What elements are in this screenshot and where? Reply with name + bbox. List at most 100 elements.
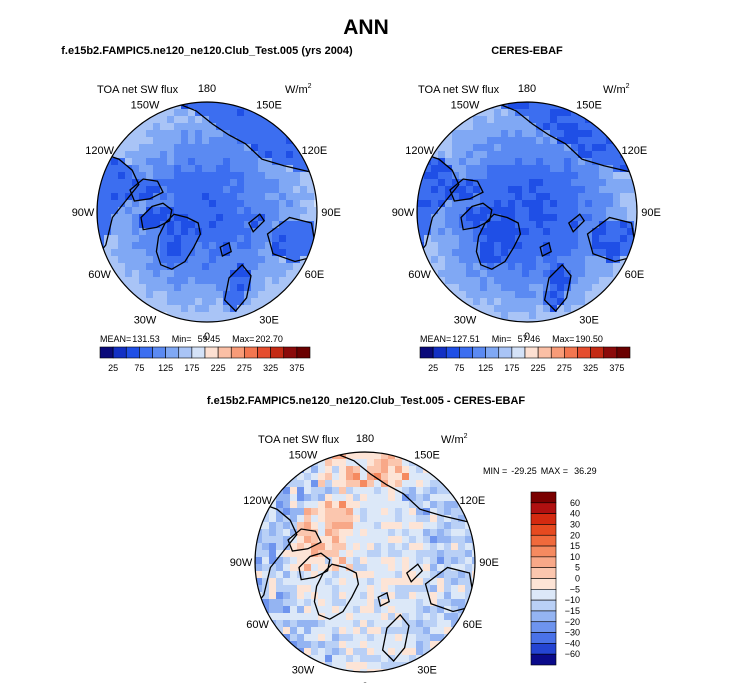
field-cell xyxy=(374,662,382,670)
field-cell xyxy=(174,193,182,201)
field-cell xyxy=(283,564,291,572)
field-cell xyxy=(543,165,551,173)
field-cell xyxy=(536,193,544,201)
field-cell xyxy=(346,620,354,628)
field-cell xyxy=(444,578,452,586)
field-cell xyxy=(269,599,277,607)
field-cell xyxy=(487,235,495,243)
field-cell xyxy=(293,256,301,264)
flux-field xyxy=(417,102,637,322)
field-cell xyxy=(508,249,516,257)
field-cell xyxy=(188,207,196,215)
field-cell xyxy=(536,221,544,229)
field-cell xyxy=(522,214,530,222)
field-cell xyxy=(237,151,245,159)
field-cell xyxy=(550,228,558,236)
field-cell xyxy=(216,207,224,215)
field-cell xyxy=(613,263,621,271)
field-cell xyxy=(188,158,196,166)
field-cell xyxy=(132,130,140,138)
field-cell xyxy=(332,459,340,467)
field-cell xyxy=(388,592,396,600)
field-cell xyxy=(139,291,147,299)
field-cell xyxy=(431,179,439,187)
field-cell xyxy=(501,256,509,264)
field-cell xyxy=(374,627,382,635)
field-cell xyxy=(374,522,382,530)
field-cell xyxy=(174,214,182,222)
field-cell xyxy=(508,263,516,271)
field-cell xyxy=(279,235,287,243)
field-cell xyxy=(118,151,126,159)
field-cell xyxy=(395,508,403,516)
field-cell xyxy=(160,102,168,110)
field-cell xyxy=(416,508,424,516)
field-cell xyxy=(430,480,438,488)
field-cell xyxy=(480,137,488,145)
field-cell xyxy=(606,235,614,243)
field-cell xyxy=(300,221,308,229)
field-cell xyxy=(402,529,410,537)
field-cell xyxy=(564,172,572,180)
field-cell xyxy=(139,249,147,257)
field-cell xyxy=(424,242,432,250)
field-cell xyxy=(501,221,509,229)
field-cell xyxy=(508,312,516,320)
field-cell xyxy=(536,158,544,166)
colorbar-swatch xyxy=(524,346,539,359)
colorbar-tick-label: −10 xyxy=(565,595,580,605)
field-cell xyxy=(290,592,298,600)
field-cell xyxy=(360,529,368,537)
field-cell xyxy=(146,256,154,264)
field-cell xyxy=(286,207,294,215)
variable-label: TOA net SW flux xyxy=(97,84,179,96)
field-cell xyxy=(543,291,551,299)
field-cell xyxy=(339,480,347,488)
field-cell xyxy=(286,186,294,194)
field-cell xyxy=(258,130,266,138)
field-cell xyxy=(118,235,126,243)
field-cell xyxy=(118,193,126,201)
field-cell xyxy=(466,172,474,180)
field-cell xyxy=(381,606,389,614)
field-cell xyxy=(494,319,502,322)
field-cell xyxy=(132,228,140,236)
field-cell xyxy=(216,137,224,145)
field-cell xyxy=(536,137,544,145)
field-cell xyxy=(360,655,368,663)
field-cell xyxy=(153,228,161,236)
field-cell xyxy=(293,221,301,229)
field-cell xyxy=(515,305,523,313)
field-cell xyxy=(522,123,530,131)
field-cell xyxy=(360,571,368,579)
field-cell xyxy=(599,207,607,215)
field-cell xyxy=(139,123,147,131)
field-cell xyxy=(332,494,340,502)
field-cell xyxy=(571,137,579,145)
field-cell xyxy=(167,235,175,243)
field-cell xyxy=(97,228,105,236)
field-cell xyxy=(458,508,466,516)
field-cell xyxy=(360,669,368,672)
field-cell xyxy=(325,473,333,481)
field-cell xyxy=(634,207,637,215)
field-cell xyxy=(487,123,495,131)
field-cell xyxy=(339,613,347,621)
field-cell xyxy=(346,459,354,467)
field-cell xyxy=(290,648,298,656)
field-cell xyxy=(529,158,537,166)
colorbar-swatch xyxy=(296,346,311,359)
field-cell xyxy=(188,165,196,173)
field-cell xyxy=(339,515,347,523)
field-cell xyxy=(353,550,361,558)
field-cell xyxy=(480,284,488,292)
field-cell xyxy=(262,557,270,565)
field-cell xyxy=(473,291,481,299)
field-cell xyxy=(374,494,382,502)
field-cell xyxy=(592,249,600,257)
field-cell xyxy=(480,158,488,166)
field-cell xyxy=(244,221,252,229)
field-cell xyxy=(550,291,558,299)
field-cell xyxy=(459,228,467,236)
field-cell xyxy=(332,627,340,635)
